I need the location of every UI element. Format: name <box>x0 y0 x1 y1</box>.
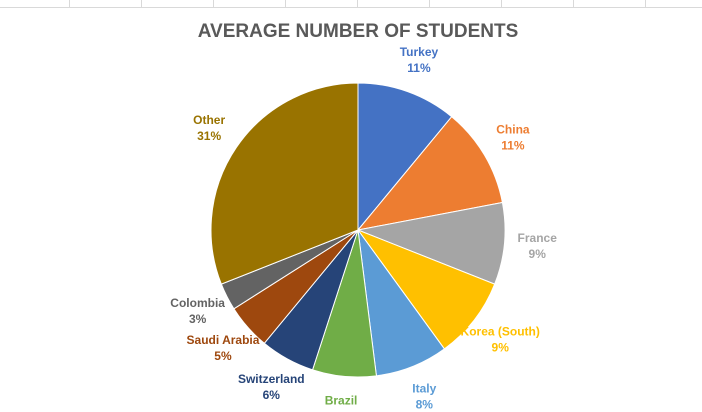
slice-label: Saudi Arabia <box>187 333 260 347</box>
pie-slice <box>356 116 503 231</box>
slice-value-label: 6% <box>263 388 281 402</box>
slice-label: Korea (South) <box>461 324 540 338</box>
slice-value-label: 9% <box>529 247 547 261</box>
slice-value-label: 8% <box>416 398 434 412</box>
slice-value-label: 7% <box>332 409 350 412</box>
slice-label: France <box>518 231 558 245</box>
slice-value-label: 5% <box>214 349 232 363</box>
pie-slice <box>357 82 453 232</box>
slice-label: Brazil <box>325 393 358 407</box>
slice-value-label: 3% <box>189 312 207 326</box>
slice-label: Italy <box>412 382 436 396</box>
chart-title: AVERAGE NUMBER OF STUDENTS <box>198 21 519 42</box>
slice-value-label: 11% <box>407 61 431 75</box>
slice-value-label: 11% <box>501 139 525 153</box>
slice-label: Turkey <box>400 45 439 59</box>
sheet-grid <box>0 0 702 8</box>
slice-label: Colombia <box>170 296 225 310</box>
slice-label: China <box>496 123 530 137</box>
slice-label: Switzerland <box>238 372 305 386</box>
slice-label: Other <box>193 113 225 127</box>
pie-slice <box>210 82 359 285</box>
slice-value-label: 31% <box>197 129 221 143</box>
pie-slice <box>356 201 506 285</box>
slice-value-label: 9% <box>492 340 510 354</box>
pie-slice <box>356 228 496 350</box>
